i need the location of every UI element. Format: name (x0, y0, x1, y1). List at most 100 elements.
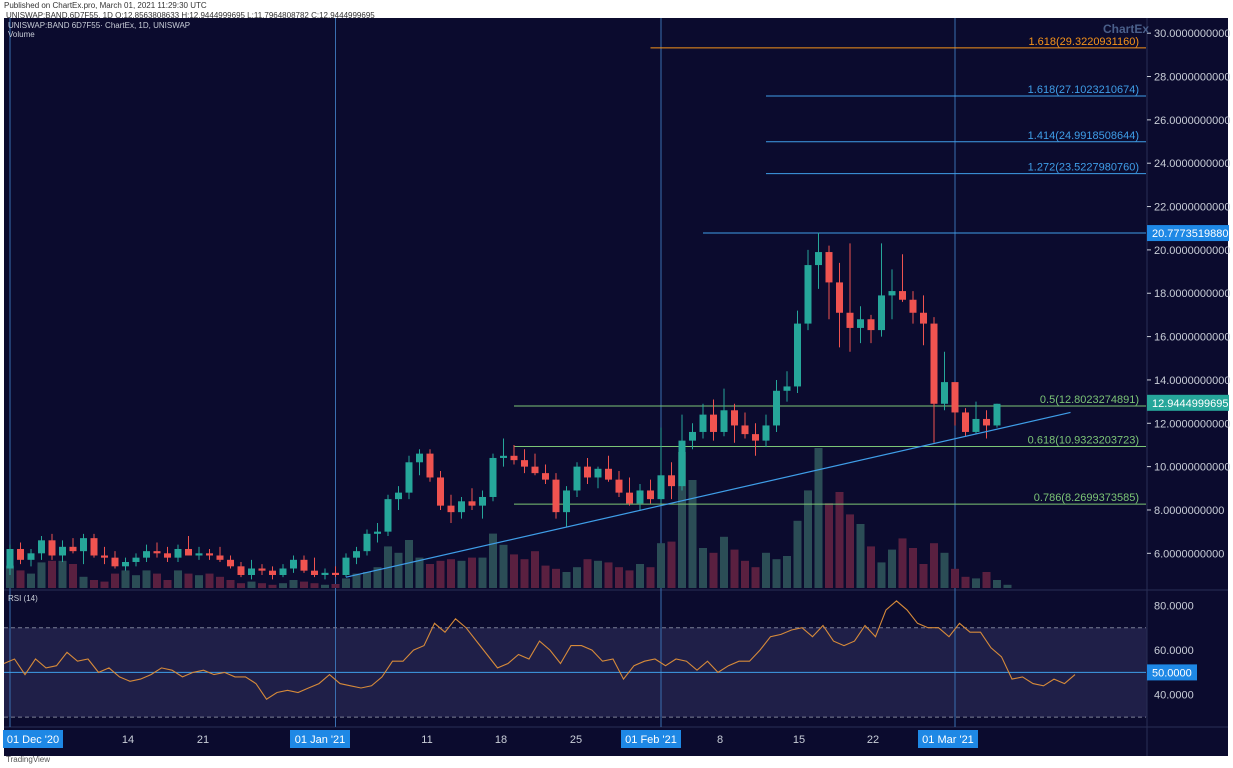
candle-body[interactable] (983, 418, 990, 426)
candle-body[interactable] (552, 479, 560, 513)
candle-body[interactable] (258, 568, 266, 571)
candle-body[interactable] (48, 540, 56, 556)
candle-body[interactable] (773, 390, 780, 426)
candle-body[interactable] (143, 551, 150, 558)
volume-bar (121, 570, 130, 588)
candle-body[interactable] (993, 403, 1001, 426)
candle-body[interactable] (216, 555, 224, 560)
candle-body[interactable] (27, 553, 35, 560)
candle-body[interactable] (594, 468, 602, 478)
candle-body[interactable] (573, 466, 581, 491)
candle-body[interactable] (836, 282, 843, 313)
candle-body[interactable] (374, 531, 381, 534)
candle-body[interactable] (951, 382, 959, 413)
candle-body[interactable] (237, 566, 245, 575)
candle-body[interactable] (332, 572, 339, 575)
volume-bar (468, 557, 476, 588)
candle-body[interactable] (689, 431, 696, 441)
candle-body[interactable] (920, 312, 927, 324)
candle-body[interactable] (279, 568, 287, 575)
candle-body[interactable] (668, 475, 675, 487)
candle-body[interactable] (531, 466, 539, 474)
candle-body[interactable] (153, 551, 161, 554)
candle-body[interactable] (563, 490, 570, 513)
candle-body[interactable] (458, 501, 465, 513)
candle-body[interactable] (447, 505, 455, 513)
candle-body[interactable] (710, 414, 717, 432)
candle-body[interactable] (479, 496, 486, 506)
candle-body[interactable] (962, 412, 969, 432)
candle-body[interactable] (395, 492, 402, 500)
candle-body[interactable] (720, 410, 728, 432)
candle-body[interactable] (542, 473, 549, 480)
candle-body[interactable] (794, 323, 801, 387)
candle-body[interactable] (101, 555, 108, 558)
volume-bar (636, 564, 644, 588)
candle-body[interactable] (185, 548, 192, 556)
candle-body[interactable] (311, 570, 318, 575)
candle-body[interactable] (899, 291, 906, 300)
candle-body[interactable] (678, 440, 686, 487)
candle-body[interactable] (500, 455, 507, 458)
candle-body[interactable] (437, 477, 444, 506)
candle-body[interactable] (353, 551, 360, 558)
candle-body[interactable] (762, 425, 770, 441)
candle-body[interactable] (300, 559, 308, 571)
candle-body[interactable] (657, 475, 665, 500)
candle-body[interactable] (80, 538, 87, 552)
candle-body[interactable] (846, 312, 854, 328)
candle-body[interactable] (174, 548, 182, 558)
candle-body[interactable] (164, 553, 171, 558)
candle-body[interactable] (521, 460, 528, 467)
candle-body[interactable] (626, 492, 633, 504)
candle-body[interactable] (17, 548, 24, 560)
candle-body[interactable] (122, 561, 129, 567)
candle-body[interactable] (489, 457, 497, 497)
candle-body[interactable] (69, 546, 77, 552)
candle-body[interactable] (930, 323, 938, 404)
candle-body[interactable] (342, 557, 350, 575)
candle-body[interactable] (363, 533, 371, 552)
candle-body[interactable] (752, 434, 759, 441)
candle-body[interactable] (248, 568, 255, 575)
candle-body[interactable] (615, 479, 623, 493)
candle-body[interactable] (59, 546, 66, 556)
candle-body[interactable] (699, 414, 707, 432)
candle-body[interactable] (867, 319, 875, 331)
candle-body[interactable] (636, 490, 644, 504)
candle-body[interactable] (825, 252, 833, 283)
candle-body[interactable] (195, 553, 203, 556)
candle-body[interactable] (132, 557, 140, 562)
candle-body[interactable] (815, 252, 822, 266)
candle-body[interactable] (6, 548, 14, 569)
candle-body[interactable] (731, 410, 738, 426)
candle-body[interactable] (426, 453, 434, 478)
candle-body[interactable] (384, 499, 392, 532)
candle-body[interactable] (269, 570, 276, 575)
candle-body[interactable] (111, 557, 119, 567)
candle-body[interactable] (416, 453, 423, 463)
candle-body[interactable] (783, 386, 791, 391)
candle-body[interactable] (290, 559, 297, 569)
candle-body[interactable] (90, 538, 98, 556)
candle-body[interactable] (647, 490, 654, 500)
candle-body[interactable] (468, 501, 476, 506)
candle-body[interactable] (405, 462, 413, 493)
candle-body[interactable] (888, 291, 896, 296)
candle-body[interactable] (227, 559, 234, 567)
candle-body[interactable] (510, 455, 518, 461)
candle-body[interactable] (878, 295, 885, 331)
candle-body[interactable] (972, 418, 980, 432)
candle-body[interactable] (605, 468, 612, 480)
candle-body[interactable] (804, 265, 812, 324)
candle-body[interactable] (741, 425, 749, 435)
candle-body[interactable] (584, 466, 591, 478)
candle-body[interactable] (206, 553, 213, 556)
candle-body[interactable] (909, 299, 917, 313)
trendline[interactable] (345, 411, 1071, 578)
candle-body[interactable] (38, 540, 45, 554)
candle-body[interactable] (941, 382, 948, 404)
candle-body[interactable] (857, 319, 864, 328)
candle-body[interactable] (321, 572, 329, 575)
